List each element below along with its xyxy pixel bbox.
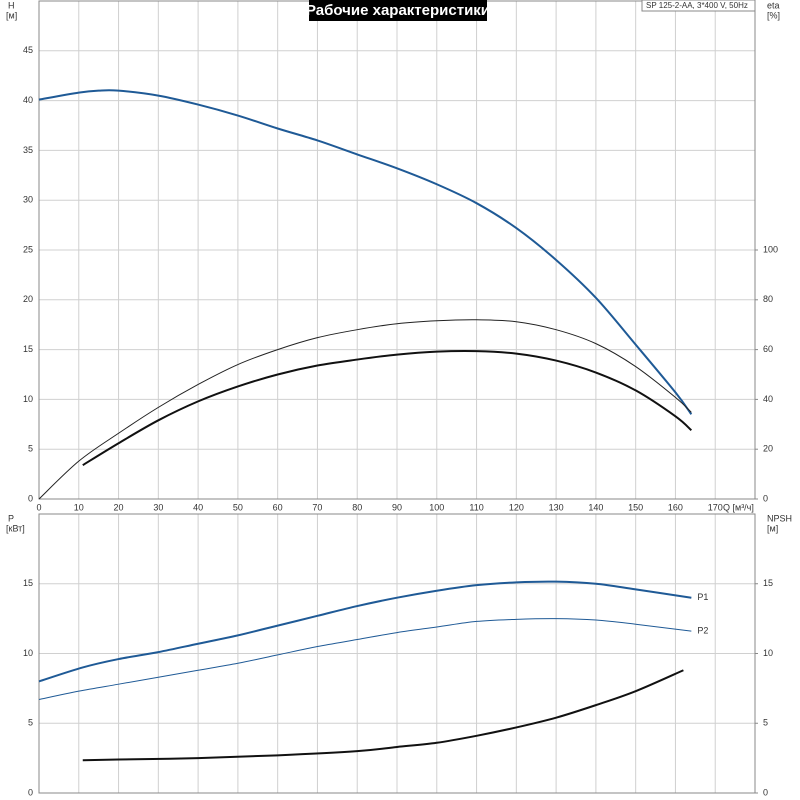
x-tick-label: 20 [114,502,124,512]
series-line [82,349,693,466]
y-tick-label: 35 [23,145,33,155]
x-tick-label: 100 [429,502,444,512]
plot-frame [38,513,756,794]
x-tick-label: 140 [588,502,603,512]
y2-axis-label: [%] [767,10,780,20]
series-line [82,669,684,762]
y-tick-label: 0 [28,493,33,503]
x-tick-label: 10 [74,502,84,512]
y2-tick-label: 0 [763,493,768,503]
x-tick-label: 160 [668,502,683,512]
series-line [38,89,693,415]
x-tick-label: 90 [392,502,402,512]
x-tick-label: 50 [233,502,243,512]
y2-tick-label: 10 [763,648,773,658]
series-line [38,580,692,683]
model-box [641,0,756,12]
y2-tick-label: 100 [763,244,778,254]
y-tick-label: 20 [23,294,33,304]
series-label: P2 [697,626,708,636]
series-label: P1 [697,592,708,602]
x-tick-label: 30 [153,502,163,512]
x-tick-label: 130 [549,502,564,512]
x-tick-label: 80 [352,502,362,512]
y-axis-label: H [8,0,15,10]
y-axis-label: P [8,513,14,523]
y2-tick-label: 15 [763,578,773,588]
y2-tick-label: 20 [763,444,773,454]
x-tick-label: 120 [509,502,524,512]
y-tick-label: 5 [28,444,33,454]
x-tick-label: 60 [273,502,283,512]
x-tick-label: 70 [312,502,322,512]
x-tick-label: 0 [36,502,41,512]
x-tick-label: 150 [628,502,643,512]
y2-tick-label: 0 [763,787,768,797]
y2-tick-label: 5 [763,718,768,728]
x-tick-label: 110 [469,502,483,512]
chart-subtitle: SP 125-2-AA, 3*400 V, 50Hz [646,1,748,10]
y-tick-label: 0 [28,787,33,797]
y-tick-label: 15 [23,578,33,588]
chart-title: Рабочие характеристики [306,2,490,19]
y2-axis-label: eta [767,0,780,10]
y-tick-label: 30 [23,195,33,205]
y-tick-label: 10 [23,394,33,404]
y-tick-label: 45 [23,45,33,55]
y-tick-label: 15 [23,344,33,354]
y2-tick-label: 80 [763,294,773,304]
y2-axis-label: [м] [767,523,778,533]
series-line [38,319,692,500]
y-tick-label: 40 [23,95,33,105]
x-tick-label: 170 [708,502,723,512]
y2-tick-label: 60 [763,344,773,354]
series-line [38,618,692,701]
y-tick-label: 5 [28,718,33,728]
x-axis-label: Q [м³/ч] [723,502,754,512]
x-tick-label: 40 [193,502,203,512]
y-tick-label: 10 [23,648,33,658]
y-axis-label: [кВт] [6,523,25,533]
y2-tick-label: 40 [763,394,773,404]
y2-axis-label: NPSH [767,513,792,523]
y-axis-label: [м] [6,10,17,20]
y-tick-label: 25 [23,244,33,254]
title-box [309,0,487,21]
